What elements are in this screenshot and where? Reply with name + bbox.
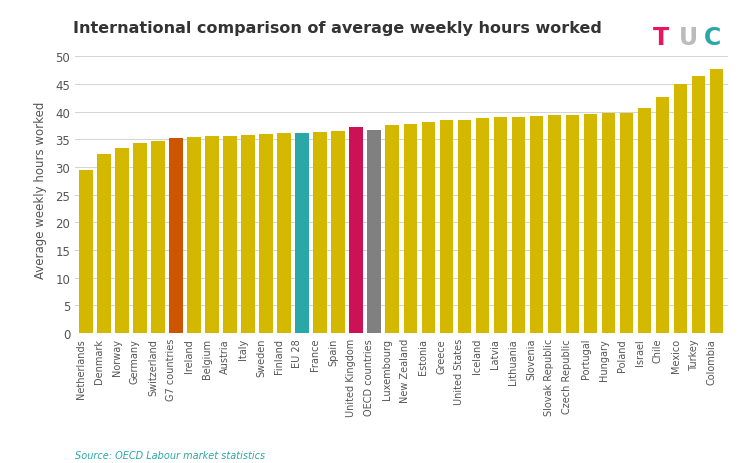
Text: T: T (652, 25, 669, 50)
Text: Source: OECD Labour market statistics: Source: OECD Labour market statistics (75, 450, 266, 460)
Bar (350, 128, 363, 333)
Bar (314, 132, 327, 333)
Bar (386, 126, 399, 333)
Bar (476, 119, 489, 333)
Bar (440, 120, 453, 333)
Bar (170, 139, 183, 333)
Bar (188, 138, 201, 333)
Bar (332, 131, 345, 333)
Bar (458, 120, 471, 333)
Bar (548, 116, 561, 333)
Bar (494, 118, 507, 333)
Bar (152, 142, 165, 333)
Bar (620, 113, 633, 333)
Text: International comparison of average weekly hours worked: International comparison of average week… (73, 21, 602, 36)
Bar (260, 135, 273, 333)
Bar (242, 136, 255, 333)
Text: U: U (679, 25, 698, 50)
Bar (584, 115, 597, 333)
Bar (638, 109, 651, 333)
Bar (115, 149, 128, 333)
Bar (278, 134, 291, 333)
Bar (97, 155, 110, 333)
Bar (79, 170, 92, 333)
Bar (566, 115, 579, 333)
Bar (422, 123, 435, 333)
Bar (692, 77, 706, 333)
Bar (404, 125, 417, 333)
Bar (602, 114, 615, 333)
Bar (368, 131, 381, 333)
Text: C: C (704, 25, 721, 50)
Y-axis label: Average weekly hours worked: Average weekly hours worked (34, 101, 47, 278)
Bar (512, 118, 525, 333)
Bar (530, 117, 543, 333)
Bar (224, 136, 237, 333)
Bar (656, 98, 669, 333)
Bar (296, 133, 309, 333)
Bar (674, 85, 688, 333)
Bar (710, 70, 724, 333)
Bar (134, 144, 147, 333)
Bar (206, 137, 219, 333)
